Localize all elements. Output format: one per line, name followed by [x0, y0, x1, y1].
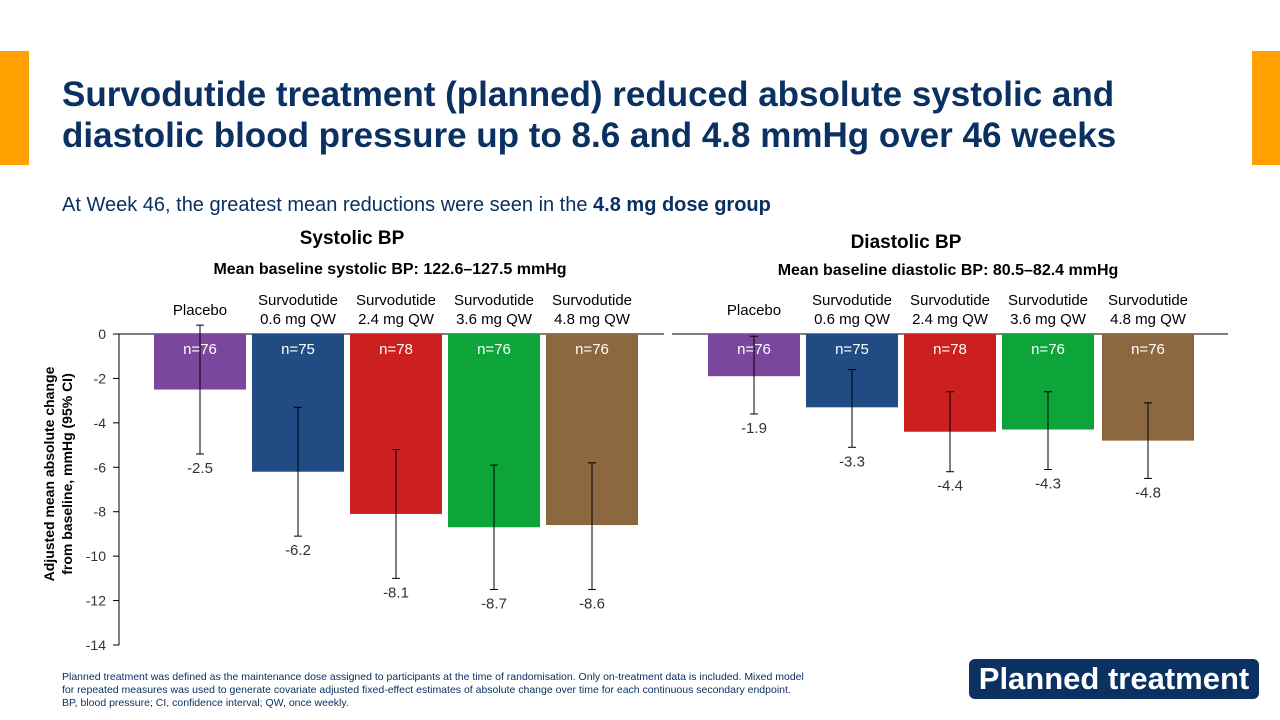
diastolic-category-label: 2.4 mg QW [912, 311, 989, 328]
diastolic-category-label: Survodutide [812, 292, 892, 309]
y-tick-label: -10 [86, 548, 106, 564]
systolic-category-label: 2.4 mg QW [358, 311, 435, 328]
y-tick-label: -4 [94, 415, 107, 431]
diastolic-value-label: -3.3 [839, 453, 865, 470]
y-tick-label: -2 [94, 370, 107, 386]
diastolic-n-label: n=75 [835, 341, 869, 358]
systolic-value-label: -2.5 [187, 460, 213, 477]
diastolic-category-label: Placebo [727, 302, 781, 319]
systolic-value-label: -8.7 [481, 595, 507, 612]
diastolic-value-label: -4.4 [937, 478, 963, 495]
systolic-category-label: Placebo [173, 302, 227, 319]
diastolic-n-label: n=78 [933, 341, 967, 358]
systolic-n-label: n=78 [379, 341, 413, 358]
diastolic-category-label: 0.6 mg QW [814, 311, 891, 328]
footnote-line: for repeated measures was used to genera… [62, 684, 791, 696]
footnote: Planned treatment was defined as the mai… [62, 671, 942, 710]
planned-treatment-badge: Planned treatment [969, 659, 1259, 699]
systolic-category-label: 4.8 mg QW [554, 311, 631, 328]
systolic-n-label: n=76 [575, 341, 609, 358]
y-tick-label: 0 [98, 326, 106, 342]
slide-title: Survodutide treatment (planned) reduced … [62, 75, 1117, 155]
diastolic-category-label: 4.8 mg QW [1110, 311, 1187, 328]
y-tick-label: -14 [86, 637, 106, 653]
systolic-baseline-label: Mean baseline systolic BP: 122.6–127.5 m… [213, 261, 566, 278]
systolic-value-label: -6.2 [285, 542, 311, 559]
systolic-category-label: Survodutide [454, 292, 534, 309]
diastolic-value-label: -1.9 [741, 420, 767, 437]
systolic-category-label: Survodutide [552, 292, 632, 309]
systolic-value-label: -8.1 [383, 584, 409, 601]
systolic-category-label: Survodutide [356, 292, 436, 309]
systolic-value-label: -8.6 [579, 595, 605, 612]
footnote-line: BP, blood pressure; CI, confidence inter… [62, 697, 349, 709]
y-tick-label: -12 [86, 593, 106, 609]
systolic-category-label: 0.6 mg QW [260, 311, 337, 328]
diastolic-category-label: Survodutide [910, 292, 990, 309]
systolic-n-label: n=76 [477, 341, 511, 358]
footnote-line: Planned treatment was defined as the mai… [62, 671, 804, 683]
diastolic-n-label: n=76 [1131, 341, 1165, 358]
y-tick-label: -8 [94, 504, 107, 520]
systolic-category-label: Survodutide [258, 292, 338, 309]
diastolic-value-label: -4.3 [1035, 476, 1061, 493]
diastolic-chart-title: Diastolic BP [851, 232, 962, 253]
accent-bar-left [0, 51, 29, 165]
y-axis-title-line: from baseline, mmHg (95% CI) [59, 373, 75, 575]
accent-bar-right [1252, 51, 1280, 165]
systolic-n-label: n=75 [281, 341, 315, 358]
diastolic-baseline-label: Mean baseline diastolic BP: 80.5–82.4 mm… [778, 262, 1119, 279]
systolic-category-label: 3.6 mg QW [456, 311, 533, 328]
y-axis-title-line: Adjusted mean absolute change [41, 366, 57, 581]
diastolic-value-label: -4.8 [1135, 484, 1161, 501]
subtitle-text: At Week 46, the greatest mean reductions… [62, 194, 594, 216]
y-tick-label: -6 [94, 459, 107, 475]
diastolic-category-label: 3.6 mg QW [1010, 311, 1087, 328]
systolic-chart-title: Systolic BP [300, 228, 405, 249]
slide-subtitle: At Week 46, the greatest mean reductions… [62, 193, 771, 217]
diastolic-n-label: n=76 [1031, 341, 1065, 358]
diastolic-category-label: Survodutide [1008, 292, 1088, 309]
subtitle-emphasis: 4.8 mg dose group [593, 194, 771, 216]
diastolic-category-label: Survodutide [1108, 292, 1188, 309]
